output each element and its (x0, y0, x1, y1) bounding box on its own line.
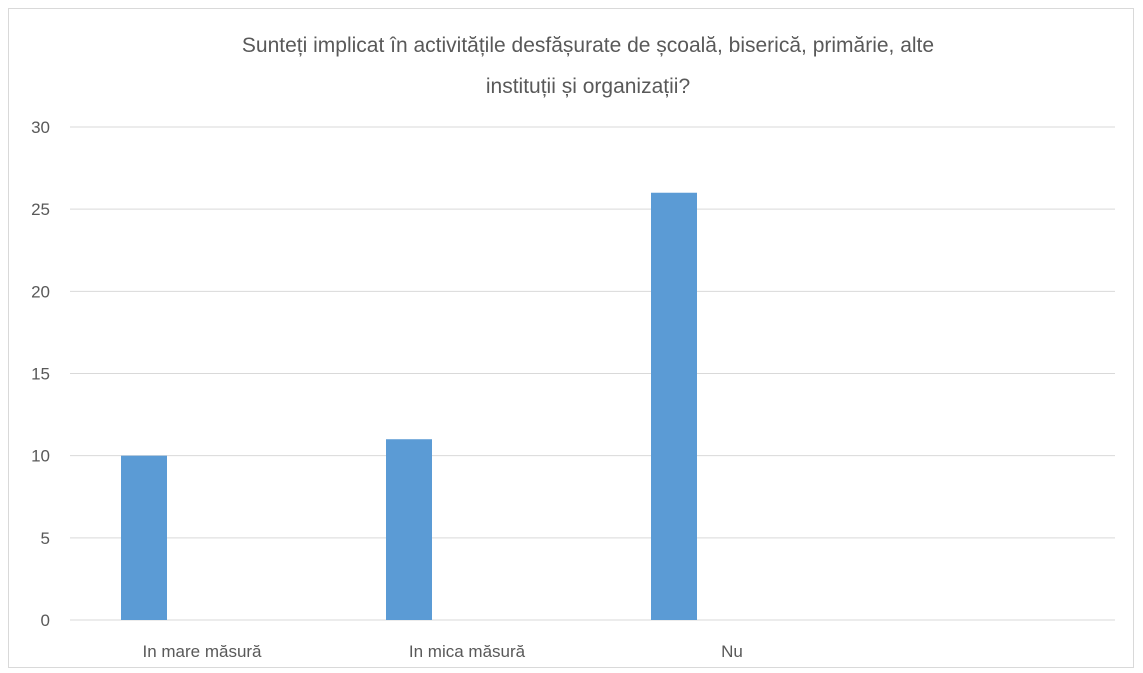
x-tick-label-1: In mica măsură (409, 642, 526, 661)
x-tick-label-0: In mare măsură (142, 642, 262, 661)
y-tick-label-1: 5 (41, 529, 50, 548)
y-axis-ticks: 0 5 10 15 20 25 30 (31, 118, 50, 630)
y-tick-label-6: 30 (31, 118, 50, 137)
gridlines (70, 126, 1115, 621)
chart-frame (8, 8, 1134, 668)
y-tick-label-4: 20 (31, 282, 50, 301)
bars (121, 192, 697, 620)
y-tick-label-3: 15 (31, 365, 50, 384)
bar-2 (651, 192, 697, 620)
bar-1 (386, 439, 432, 620)
y-tick-label-2: 10 (31, 447, 50, 466)
x-tick-label-2: Nu (721, 642, 743, 661)
y-tick-label-0: 0 (41, 611, 50, 630)
chart-title-line-1: Sunteți implicat în activitățile desfășu… (242, 34, 934, 57)
bar-0 (121, 455, 167, 620)
y-tick-label-5: 25 (31, 200, 50, 219)
x-axis-ticks: In mare măsură In mica măsură Nu (142, 642, 742, 661)
chart-title-line-2: instituții și organizații? (486, 75, 690, 98)
